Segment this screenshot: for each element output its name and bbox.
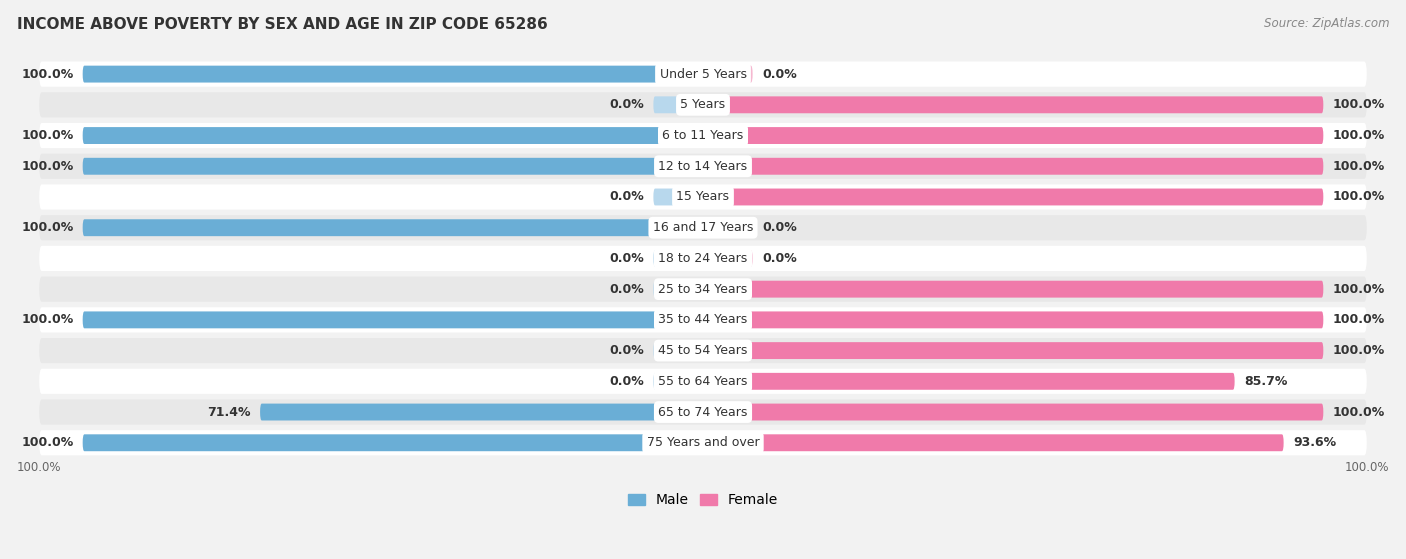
Text: 100.0%: 100.0% xyxy=(21,314,73,326)
Text: 0.0%: 0.0% xyxy=(609,283,644,296)
FancyBboxPatch shape xyxy=(703,158,1323,175)
FancyBboxPatch shape xyxy=(703,373,1234,390)
FancyBboxPatch shape xyxy=(654,250,703,267)
FancyBboxPatch shape xyxy=(703,219,752,236)
FancyBboxPatch shape xyxy=(39,400,1367,425)
Text: 35 to 44 Years: 35 to 44 Years xyxy=(658,314,748,326)
FancyBboxPatch shape xyxy=(39,184,1367,210)
Text: 100.0%: 100.0% xyxy=(21,436,73,449)
Text: 65 to 74 Years: 65 to 74 Years xyxy=(658,405,748,419)
Text: 0.0%: 0.0% xyxy=(609,252,644,265)
Text: 25 to 34 Years: 25 to 34 Years xyxy=(658,283,748,296)
FancyBboxPatch shape xyxy=(39,123,1367,148)
Text: 0.0%: 0.0% xyxy=(762,221,797,234)
Text: 100.0%: 100.0% xyxy=(1333,344,1385,357)
Text: 100.0%: 100.0% xyxy=(1333,98,1385,111)
Text: 6 to 11 Years: 6 to 11 Years xyxy=(662,129,744,142)
FancyBboxPatch shape xyxy=(83,127,703,144)
Legend: Male, Female: Male, Female xyxy=(623,488,783,513)
FancyBboxPatch shape xyxy=(703,96,1323,113)
FancyBboxPatch shape xyxy=(703,342,1323,359)
Text: 85.7%: 85.7% xyxy=(1244,375,1288,388)
Text: 100.0%: 100.0% xyxy=(1333,129,1385,142)
FancyBboxPatch shape xyxy=(39,92,1367,117)
FancyBboxPatch shape xyxy=(654,342,703,359)
FancyBboxPatch shape xyxy=(39,369,1367,394)
Text: 100.0%: 100.0% xyxy=(1333,160,1385,173)
Text: 100.0%: 100.0% xyxy=(21,221,73,234)
Text: 75 Years and over: 75 Years and over xyxy=(647,436,759,449)
Text: 55 to 64 Years: 55 to 64 Years xyxy=(658,375,748,388)
Text: Source: ZipAtlas.com: Source: ZipAtlas.com xyxy=(1264,17,1389,30)
Text: 100.0%: 100.0% xyxy=(1333,314,1385,326)
FancyBboxPatch shape xyxy=(703,434,1284,451)
Text: INCOME ABOVE POVERTY BY SEX AND AGE IN ZIP CODE 65286: INCOME ABOVE POVERTY BY SEX AND AGE IN Z… xyxy=(17,17,547,32)
Text: 0.0%: 0.0% xyxy=(762,68,797,80)
FancyBboxPatch shape xyxy=(703,188,1323,206)
Text: 100.0%: 100.0% xyxy=(1344,461,1389,473)
Text: 100.0%: 100.0% xyxy=(1333,283,1385,296)
FancyBboxPatch shape xyxy=(703,127,1323,144)
FancyBboxPatch shape xyxy=(39,61,1367,87)
Text: 18 to 24 Years: 18 to 24 Years xyxy=(658,252,748,265)
FancyBboxPatch shape xyxy=(39,277,1367,302)
Text: 0.0%: 0.0% xyxy=(609,375,644,388)
FancyBboxPatch shape xyxy=(83,65,703,83)
FancyBboxPatch shape xyxy=(83,434,703,451)
FancyBboxPatch shape xyxy=(703,404,1323,420)
Text: 100.0%: 100.0% xyxy=(1333,191,1385,203)
Text: 0.0%: 0.0% xyxy=(609,98,644,111)
Text: Under 5 Years: Under 5 Years xyxy=(659,68,747,80)
Text: 15 Years: 15 Years xyxy=(676,191,730,203)
FancyBboxPatch shape xyxy=(39,154,1367,179)
Text: 0.0%: 0.0% xyxy=(609,344,644,357)
FancyBboxPatch shape xyxy=(260,404,703,420)
FancyBboxPatch shape xyxy=(39,338,1367,363)
FancyBboxPatch shape xyxy=(703,250,752,267)
Text: 100.0%: 100.0% xyxy=(21,160,73,173)
Text: 45 to 54 Years: 45 to 54 Years xyxy=(658,344,748,357)
Text: 100.0%: 100.0% xyxy=(1333,405,1385,419)
FancyBboxPatch shape xyxy=(39,246,1367,271)
Text: 100.0%: 100.0% xyxy=(21,68,73,80)
FancyBboxPatch shape xyxy=(39,215,1367,240)
Text: 12 to 14 Years: 12 to 14 Years xyxy=(658,160,748,173)
Text: 100.0%: 100.0% xyxy=(17,461,62,473)
Text: 71.4%: 71.4% xyxy=(207,405,250,419)
FancyBboxPatch shape xyxy=(654,281,703,297)
Text: 93.6%: 93.6% xyxy=(1294,436,1336,449)
FancyBboxPatch shape xyxy=(39,307,1367,333)
Text: 0.0%: 0.0% xyxy=(609,191,644,203)
FancyBboxPatch shape xyxy=(83,219,703,236)
Text: 16 and 17 Years: 16 and 17 Years xyxy=(652,221,754,234)
FancyBboxPatch shape xyxy=(703,281,1323,297)
Text: 100.0%: 100.0% xyxy=(21,129,73,142)
FancyBboxPatch shape xyxy=(83,158,703,175)
FancyBboxPatch shape xyxy=(39,430,1367,456)
FancyBboxPatch shape xyxy=(83,311,703,328)
FancyBboxPatch shape xyxy=(654,188,703,206)
Text: 5 Years: 5 Years xyxy=(681,98,725,111)
Text: 0.0%: 0.0% xyxy=(762,252,797,265)
FancyBboxPatch shape xyxy=(703,311,1323,328)
FancyBboxPatch shape xyxy=(654,373,703,390)
FancyBboxPatch shape xyxy=(703,65,752,83)
FancyBboxPatch shape xyxy=(654,96,703,113)
